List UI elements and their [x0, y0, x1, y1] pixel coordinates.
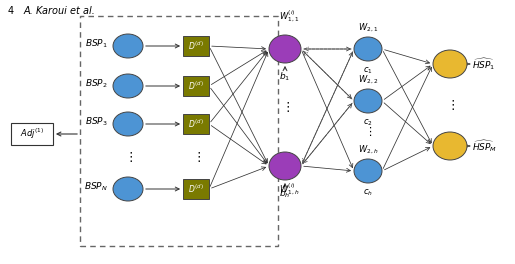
- Ellipse shape: [113, 74, 143, 98]
- Text: $b_1$: $b_1$: [280, 71, 290, 83]
- Bar: [183, 179, 209, 199]
- Ellipse shape: [113, 177, 143, 201]
- Ellipse shape: [354, 37, 382, 61]
- Text: $BSP_N$: $BSP_N$: [84, 181, 108, 193]
- Ellipse shape: [269, 35, 301, 63]
- Text: $BSP_2$: $BSP_2$: [85, 78, 108, 90]
- Text: $W_{2,h}$: $W_{2,h}$: [358, 144, 378, 156]
- Text: $W_{1,1}^{(i)}$: $W_{1,1}^{(i)}$: [279, 9, 299, 24]
- Ellipse shape: [269, 152, 301, 180]
- Text: $BSP_3$: $BSP_3$: [85, 116, 108, 128]
- Ellipse shape: [113, 34, 143, 58]
- Ellipse shape: [113, 112, 143, 136]
- Text: $c_2$: $c_2$: [363, 117, 373, 128]
- Text: $\vdots$: $\vdots$: [445, 98, 454, 112]
- Text: $D^{(d)}$: $D^{(d)}$: [188, 118, 204, 130]
- Text: $\widehat{HSP}_1$: $\widehat{HSP}_1$: [472, 56, 495, 72]
- Text: 4: 4: [8, 6, 14, 16]
- Text: $\widehat{HSP}_M$: $\widehat{HSP}_M$: [472, 138, 497, 154]
- Text: $W_{2,2}$: $W_{2,2}$: [358, 74, 378, 86]
- Text: $c_h$: $c_h$: [363, 187, 373, 197]
- Text: $\vdots$: $\vdots$: [124, 149, 132, 163]
- Text: A. Karoui et al.: A. Karoui et al.: [24, 6, 96, 16]
- Text: $D^{(d)}$: $D^{(d)}$: [188, 183, 204, 195]
- Text: $b_h$: $b_h$: [279, 188, 290, 200]
- Text: $c_1$: $c_1$: [363, 65, 373, 76]
- Text: $\vdots$: $\vdots$: [192, 149, 200, 163]
- Bar: [183, 76, 209, 96]
- Ellipse shape: [433, 132, 467, 160]
- Bar: [11, 123, 53, 145]
- Text: $D^{(d)}$: $D^{(d)}$: [188, 40, 204, 52]
- Bar: [183, 36, 209, 56]
- Ellipse shape: [433, 50, 467, 78]
- Text: $W_{1,h}^{(i)}$: $W_{1,h}^{(i)}$: [279, 182, 299, 197]
- Ellipse shape: [354, 89, 382, 113]
- Text: $\vdots$: $\vdots$: [364, 125, 372, 138]
- Text: $D^{(d)}$: $D^{(d)}$: [188, 80, 204, 92]
- Text: $\vdots$: $\vdots$: [281, 101, 289, 115]
- Text: $Adj^{(1)}$: $Adj^{(1)}$: [20, 127, 44, 141]
- Text: $W_{2,1}$: $W_{2,1}$: [358, 22, 378, 34]
- Bar: [183, 114, 209, 134]
- Ellipse shape: [354, 159, 382, 183]
- Text: $BSP_1$: $BSP_1$: [85, 38, 108, 50]
